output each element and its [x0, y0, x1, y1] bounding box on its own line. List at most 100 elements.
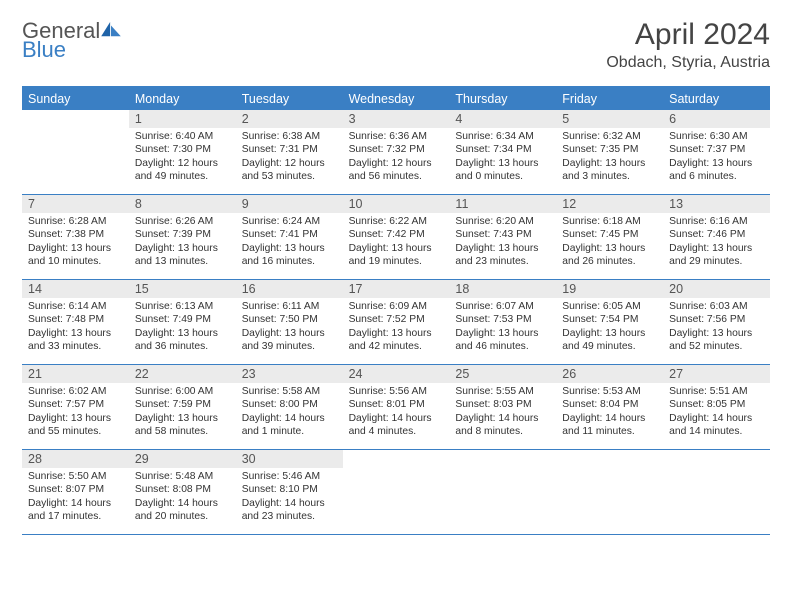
detail-sunrise: Sunrise: 6:11 AM: [242, 300, 337, 313]
day-number: [663, 450, 770, 454]
detail-sunset: Sunset: 7:46 PM: [669, 228, 764, 241]
day-cell: 27Sunrise: 5:51 AMSunset: 8:05 PMDayligh…: [663, 365, 770, 449]
detail-sunset: Sunset: 7:50 PM: [242, 313, 337, 326]
detail-sunset: Sunset: 8:05 PM: [669, 398, 764, 411]
detail-daylight2: and 55 minutes.: [28, 425, 123, 438]
detail-daylight1: Daylight: 13 hours: [28, 327, 123, 340]
dow-sunday: Sunday: [22, 88, 129, 110]
detail-daylight1: Daylight: 14 hours: [135, 497, 230, 510]
day-details: Sunrise: 5:56 AMSunset: 8:01 PMDaylight:…: [343, 383, 450, 443]
day-number: 28: [22, 450, 129, 468]
detail-daylight2: and 13 minutes.: [135, 255, 230, 268]
day-number: 6: [663, 110, 770, 128]
day-details: Sunrise: 6:20 AMSunset: 7:43 PMDaylight:…: [449, 213, 556, 273]
day-cell: 30Sunrise: 5:46 AMSunset: 8:10 PMDayligh…: [236, 450, 343, 534]
day-details: Sunrise: 6:11 AMSunset: 7:50 PMDaylight:…: [236, 298, 343, 358]
day-number: [556, 450, 663, 454]
detail-sunrise: Sunrise: 6:07 AM: [455, 300, 550, 313]
detail-sunset: Sunset: 7:37 PM: [669, 143, 764, 156]
day-details: Sunrise: 6:36 AMSunset: 7:32 PMDaylight:…: [343, 128, 450, 188]
detail-daylight1: Daylight: 13 hours: [242, 242, 337, 255]
week-row: 7Sunrise: 6:28 AMSunset: 7:38 PMDaylight…: [22, 195, 770, 280]
sail-icon: [101, 20, 123, 38]
day-details: Sunrise: 6:09 AMSunset: 7:52 PMDaylight:…: [343, 298, 450, 358]
day-details: Sunrise: 5:53 AMSunset: 8:04 PMDaylight:…: [556, 383, 663, 443]
detail-sunset: Sunset: 7:39 PM: [135, 228, 230, 241]
day-cell: 29Sunrise: 5:48 AMSunset: 8:08 PMDayligh…: [129, 450, 236, 534]
day-number: 21: [22, 365, 129, 383]
detail-daylight1: Daylight: 13 hours: [562, 242, 657, 255]
day-number: 7: [22, 195, 129, 213]
detail-sunset: Sunset: 7:48 PM: [28, 313, 123, 326]
day-details: Sunrise: 5:55 AMSunset: 8:03 PMDaylight:…: [449, 383, 556, 443]
detail-daylight2: and 11 minutes.: [562, 425, 657, 438]
detail-daylight2: and 23 minutes.: [455, 255, 550, 268]
detail-daylight2: and 29 minutes.: [669, 255, 764, 268]
dow-wednesday: Wednesday: [343, 88, 450, 110]
day-details: Sunrise: 5:51 AMSunset: 8:05 PMDaylight:…: [663, 383, 770, 443]
month-title: April 2024: [606, 18, 770, 52]
detail-daylight1: Daylight: 13 hours: [562, 327, 657, 340]
detail-daylight1: Daylight: 13 hours: [669, 157, 764, 170]
day-cell: 9Sunrise: 6:24 AMSunset: 7:41 PMDaylight…: [236, 195, 343, 279]
detail-daylight1: Daylight: 13 hours: [135, 412, 230, 425]
detail-daylight1: Daylight: 13 hours: [455, 242, 550, 255]
detail-daylight2: and 36 minutes.: [135, 340, 230, 353]
calendar: SundayMondayTuesdayWednesdayThursdayFrid…: [22, 86, 770, 535]
detail-daylight1: Daylight: 14 hours: [562, 412, 657, 425]
day-details: Sunrise: 6:05 AMSunset: 7:54 PMDaylight:…: [556, 298, 663, 358]
day-details: Sunrise: 5:46 AMSunset: 8:10 PMDaylight:…: [236, 468, 343, 528]
dow-tuesday: Tuesday: [236, 88, 343, 110]
detail-daylight1: Daylight: 13 hours: [28, 412, 123, 425]
detail-daylight1: Daylight: 12 hours: [135, 157, 230, 170]
title-block: April 2024 Obdach, Styria, Austria: [606, 18, 770, 72]
day-cell: [663, 450, 770, 534]
day-number: 18: [449, 280, 556, 298]
day-number: 4: [449, 110, 556, 128]
day-cell: 25Sunrise: 5:55 AMSunset: 8:03 PMDayligh…: [449, 365, 556, 449]
detail-sunrise: Sunrise: 5:53 AM: [562, 385, 657, 398]
day-details: Sunrise: 5:50 AMSunset: 8:07 PMDaylight:…: [22, 468, 129, 528]
detail-sunrise: Sunrise: 5:56 AM: [349, 385, 444, 398]
detail-sunset: Sunset: 8:01 PM: [349, 398, 444, 411]
detail-sunset: Sunset: 7:41 PM: [242, 228, 337, 241]
detail-sunrise: Sunrise: 6:09 AM: [349, 300, 444, 313]
detail-daylight2: and 23 minutes.: [242, 510, 337, 523]
detail-daylight1: Daylight: 14 hours: [242, 412, 337, 425]
detail-sunset: Sunset: 7:32 PM: [349, 143, 444, 156]
detail-sunset: Sunset: 8:07 PM: [28, 483, 123, 496]
detail-daylight2: and 26 minutes.: [562, 255, 657, 268]
day-number: [343, 450, 450, 454]
detail-sunrise: Sunrise: 6:26 AM: [135, 215, 230, 228]
detail-daylight2: and 14 minutes.: [669, 425, 764, 438]
day-details: Sunrise: 6:13 AMSunset: 7:49 PMDaylight:…: [129, 298, 236, 358]
day-cell: 22Sunrise: 6:00 AMSunset: 7:59 PMDayligh…: [129, 365, 236, 449]
day-cell: 14Sunrise: 6:14 AMSunset: 7:48 PMDayligh…: [22, 280, 129, 364]
day-number: 10: [343, 195, 450, 213]
day-cell: [22, 110, 129, 194]
detail-daylight2: and 33 minutes.: [28, 340, 123, 353]
detail-daylight2: and 39 minutes.: [242, 340, 337, 353]
detail-sunset: Sunset: 7:52 PM: [349, 313, 444, 326]
day-details: Sunrise: 5:48 AMSunset: 8:08 PMDaylight:…: [129, 468, 236, 528]
day-of-week-header: SundayMondayTuesdayWednesdayThursdayFrid…: [22, 88, 770, 110]
day-cell: [343, 450, 450, 534]
day-number: 30: [236, 450, 343, 468]
detail-sunset: Sunset: 7:45 PM: [562, 228, 657, 241]
detail-daylight1: Daylight: 13 hours: [455, 157, 550, 170]
detail-daylight2: and 16 minutes.: [242, 255, 337, 268]
detail-sunrise: Sunrise: 6:22 AM: [349, 215, 444, 228]
detail-sunrise: Sunrise: 6:40 AM: [135, 130, 230, 143]
detail-sunset: Sunset: 7:53 PM: [455, 313, 550, 326]
dow-thursday: Thursday: [449, 88, 556, 110]
day-cell: 10Sunrise: 6:22 AMSunset: 7:42 PMDayligh…: [343, 195, 450, 279]
detail-daylight1: Daylight: 14 hours: [28, 497, 123, 510]
day-details: Sunrise: 6:03 AMSunset: 7:56 PMDaylight:…: [663, 298, 770, 358]
day-cell: 15Sunrise: 6:13 AMSunset: 7:49 PMDayligh…: [129, 280, 236, 364]
detail-sunrise: Sunrise: 6:16 AM: [669, 215, 764, 228]
detail-daylight2: and 49 minutes.: [135, 170, 230, 183]
day-details: Sunrise: 6:00 AMSunset: 7:59 PMDaylight:…: [129, 383, 236, 443]
detail-sunset: Sunset: 7:35 PM: [562, 143, 657, 156]
day-details: Sunrise: 6:34 AMSunset: 7:34 PMDaylight:…: [449, 128, 556, 188]
day-details: Sunrise: 6:18 AMSunset: 7:45 PMDaylight:…: [556, 213, 663, 273]
